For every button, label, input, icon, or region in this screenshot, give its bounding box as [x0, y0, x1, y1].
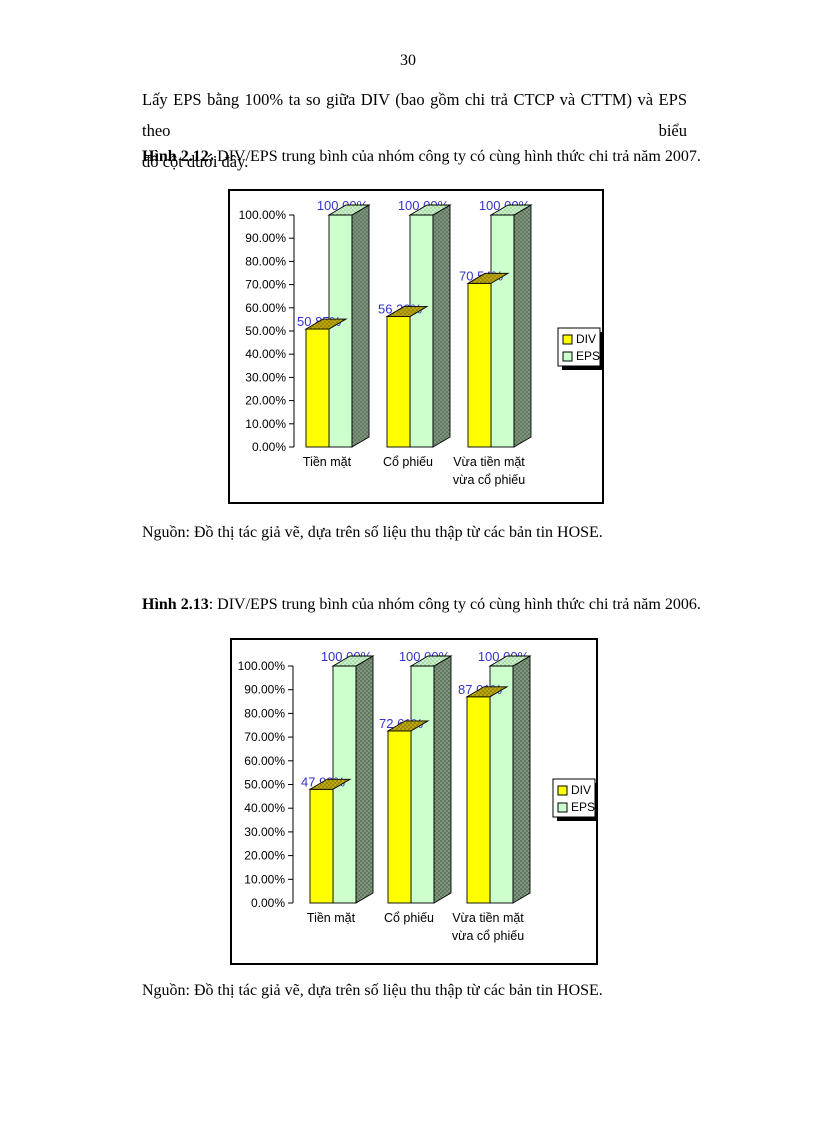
div-bar-top-face: [466, 272, 510, 284]
eps-bar-side-face: [432, 204, 451, 448]
div-bar-top-face: [308, 778, 352, 790]
div-bar-top-face: [465, 686, 509, 698]
y-tick-label: 90.00%: [245, 231, 286, 245]
figure-caption-2-13: Hình 2.13: DIV/EPS trung bình của nhóm c…: [142, 596, 702, 614]
eps-bar-top-face: [489, 204, 533, 216]
figure-caption-2-13-text: : DIV/EPS trung bình của nhóm công ty có…: [208, 596, 701, 613]
eps-bar: [410, 665, 435, 904]
div-bar-top-face: [304, 318, 348, 330]
legend-label-div: DIV: [576, 332, 596, 346]
legend-label-eps: EPS: [576, 349, 600, 363]
y-tick-label: 70.00%: [244, 730, 285, 744]
legend-key-div-swatch: [562, 334, 573, 345]
paragraph-line-2: đồ cột dưới đây.: [142, 152, 249, 171]
div-bar: [467, 282, 492, 448]
page-number: 30: [400, 52, 416, 69]
chart-div-eps-2007: 0.00% 10.00% 20.00% 30.00% 40.00% 50.00% 60.00…: [228, 189, 604, 504]
div-bar: [386, 316, 411, 448]
y-tick-label: 60.00%: [244, 754, 285, 768]
figure-caption-2-12: Hình 2.12: DIV/EPS trung bình của nhóm c…: [142, 148, 702, 166]
y-tick-label: 0.00%: [251, 896, 285, 910]
legend-key-div-swatch: [557, 785, 568, 796]
div-bar: [466, 696, 491, 904]
source-note-2: Nguồn: Đồ thị tác giả vẽ, dựa trên số li…: [142, 982, 603, 999]
div-bar: [309, 788, 334, 904]
y-tick-label: 100.00%: [238, 659, 286, 673]
y-tick-label: 50.00%: [244, 778, 285, 792]
eps-bar-side-face: [355, 655, 374, 904]
category-label: Tiền mặt: [303, 455, 352, 469]
legend-key-eps-swatch: [557, 802, 568, 813]
eps-bar-top-face: [331, 655, 375, 667]
eps-bar-top-face: [409, 655, 453, 667]
y-tick-label: 20.00%: [244, 849, 285, 863]
eps-bar: [409, 214, 434, 448]
category-label: Cổ phiếu: [383, 455, 433, 469]
y-tick-label: 0.00%: [252, 440, 286, 454]
y-tick-label: 30.00%: [244, 825, 285, 839]
source-note-1: Nguồn: Đồ thị tác giả vẽ, dựa trên số li…: [142, 524, 603, 541]
y-tick-label: 10.00%: [244, 872, 285, 886]
figure-caption-2-12-text: : DIV/EPS trung bình của nhóm công ty có…: [208, 148, 701, 165]
eps-bar: [489, 665, 514, 904]
figure-caption-2-13-label: Hình 2.13: [142, 596, 209, 613]
y-tick-label: 40.00%: [245, 347, 286, 361]
eps-bar-side-face: [513, 204, 532, 448]
y-tick-label: 80.00%: [244, 706, 285, 720]
div-bar: [387, 730, 412, 904]
eps-bar: [490, 214, 515, 448]
eps-bar-side-face: [351, 204, 370, 448]
category-label: vừa cổ phiếu: [453, 473, 525, 487]
category-label: Cổ phiếu: [384, 911, 434, 925]
y-tick-label: 10.00%: [245, 417, 286, 431]
eps-bar-top-face: [408, 204, 452, 216]
y-tick-label: 70.00%: [245, 278, 286, 292]
eps-bar-top-face: [488, 655, 532, 667]
y-tick-label: 90.00%: [244, 683, 285, 697]
legend-key-eps-swatch: [562, 351, 573, 362]
intro-paragraph: Lấy EPS bằng 100% ta so giữa DIV (bao gồ…: [142, 84, 687, 177]
y-tick-label: 20.00%: [245, 394, 286, 408]
category-label: Vừa tiền mặt: [452, 911, 524, 925]
y-tick-label: 100.00%: [239, 208, 287, 222]
paragraph-line-1: Lấy EPS bằng 100% ta so giữa DIV (bao gồ…: [142, 90, 687, 140]
y-tick-label: 40.00%: [244, 801, 285, 815]
chart-div-eps-2006: 0.00% 10.00% 20.00% 30.00% 40.00% 50.00% 60.00…: [230, 638, 598, 965]
div-bar: [305, 328, 330, 448]
div-bar-top-face: [386, 720, 430, 732]
y-tick-label: 50.00%: [245, 324, 286, 338]
eps-bar-side-face: [512, 655, 531, 904]
eps-bar: [328, 214, 353, 448]
y-tick-label: 30.00%: [245, 370, 286, 384]
y-tick-label: 60.00%: [245, 301, 286, 315]
legend-label-div: DIV: [571, 783, 591, 797]
figure-caption-2-12-label: Hình 2.12: [142, 148, 209, 165]
y-tick-label: 80.00%: [245, 254, 286, 268]
legend-label-eps: EPS: [571, 800, 595, 814]
div-bar-top-face: [385, 306, 429, 318]
category-label: Vừa tiền mặt: [453, 455, 525, 469]
eps-bar-side-face: [433, 655, 452, 904]
eps-bar-top-face: [327, 204, 371, 216]
category-label: Tiền mặt: [307, 911, 356, 925]
category-label: vừa cổ phiếu: [452, 929, 524, 943]
